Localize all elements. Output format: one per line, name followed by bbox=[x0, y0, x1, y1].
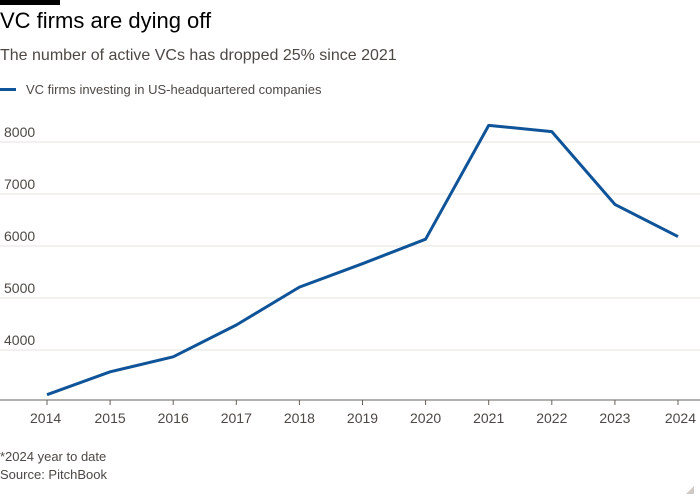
grid-layer bbox=[0, 141, 700, 351]
x-tick-label: 2021 bbox=[473, 410, 504, 426]
source-note: Source: PitchBook bbox=[0, 467, 107, 482]
x-tick-label: 2019 bbox=[347, 410, 378, 426]
x-tick-label: 2024 bbox=[665, 410, 696, 426]
label-layer: 4000 5000 6000 7000 8000 2014 2015 2016 2017 2018… bbox=[4, 124, 696, 426]
legend: VC firms investing in US-headquartered c… bbox=[0, 79, 322, 99]
series-line bbox=[46, 123, 679, 397]
x-tick-label: 2015 bbox=[95, 410, 126, 426]
x-tick-label: 2016 bbox=[158, 410, 189, 426]
footnote: *2024 year to date bbox=[0, 449, 107, 464]
x-tick-label: 2020 bbox=[410, 410, 441, 426]
chart-subtitle: The number of active VCs has dropped 25%… bbox=[0, 47, 397, 64]
y-tick-label: 6000 bbox=[4, 228, 35, 244]
series-layer bbox=[46, 123, 679, 397]
legend-label: VC firms investing in US-headquartered c… bbox=[26, 81, 322, 97]
chart-title: VC firms are dying off bbox=[0, 8, 212, 33]
y-tick-label: 7000 bbox=[4, 176, 35, 192]
x-tick-label: 2014 bbox=[30, 410, 61, 426]
y-tick-label: 8000 bbox=[4, 124, 35, 140]
y-tick-label: 4000 bbox=[4, 332, 35, 348]
x-tick-label: 2023 bbox=[599, 410, 630, 426]
legend-swatch bbox=[0, 87, 16, 91]
corner-mark bbox=[686, 486, 694, 494]
x-tick-label: 2018 bbox=[284, 410, 315, 426]
y-tick-label: 5000 bbox=[4, 280, 35, 296]
axis-layer bbox=[0, 399, 700, 405]
top-rule bbox=[0, 0, 60, 5]
x-tick-label: 2017 bbox=[221, 410, 252, 426]
x-tick-label: 2022 bbox=[536, 410, 567, 426]
